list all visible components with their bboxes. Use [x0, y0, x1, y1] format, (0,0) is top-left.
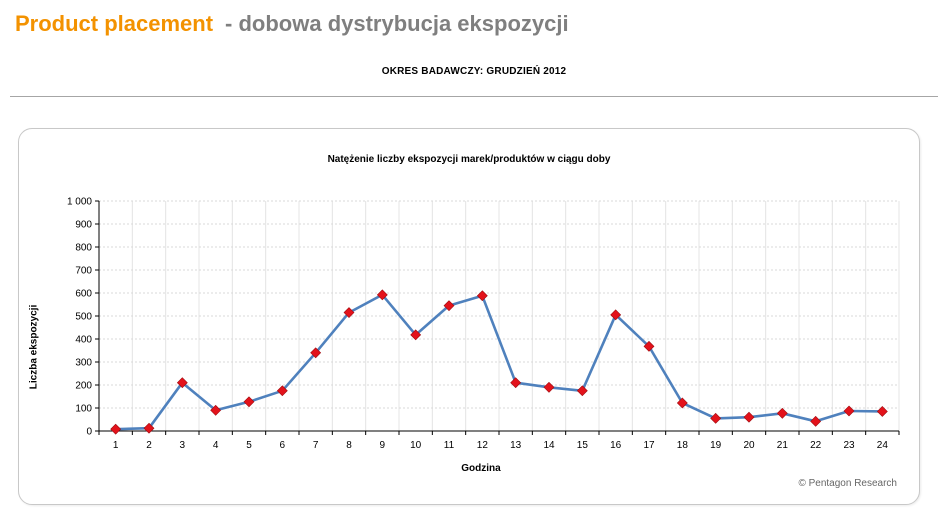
x-tick-label: 23	[843, 440, 855, 451]
x-tick-label: 13	[510, 440, 522, 451]
data-point	[576, 385, 588, 397]
x-tick-label: 19	[710, 440, 722, 451]
x-tick-label: 16	[610, 440, 622, 451]
x-tick-label: 11	[444, 440, 455, 451]
x-tick-label: 21	[777, 440, 789, 451]
data-point	[776, 407, 788, 419]
x-tick-label: 17	[643, 440, 655, 451]
data-point	[676, 397, 688, 409]
y-tick-label: 1 000	[67, 197, 92, 208]
x-tick-label: 2	[146, 440, 152, 451]
x-tick-label: 15	[577, 440, 589, 451]
chart-title: Natężenie liczby ekspozycji marek/produk…	[327, 154, 611, 165]
x-tick-label: 20	[743, 440, 755, 451]
data-point	[343, 307, 355, 318]
data-point	[276, 385, 288, 397]
y-tick-label: 800	[75, 243, 92, 254]
y-tick-label: 200	[75, 381, 92, 392]
data-point	[543, 381, 555, 393]
x-tick-label: 14	[543, 440, 555, 451]
page-title: Product placement - dobowa dystrybucja ek…	[15, 9, 569, 39]
x-tick-label: 9	[380, 440, 386, 451]
y-tick-label: 400	[75, 335, 92, 346]
data-point	[110, 423, 122, 435]
data-point	[743, 411, 755, 423]
y-tick-label: 300	[75, 358, 92, 369]
chart-panel: 0 100 200 300 400 500 600 700 800 900 1 000 1 2 3 4 5 6 7…	[18, 128, 920, 505]
data-point	[710, 412, 722, 424]
research-period: OKRES BADAWCZY: GRUDZIEŃ 2012	[381, 66, 567, 77]
x-tick-label: 12	[477, 440, 489, 451]
x-tick-label: 4	[213, 440, 219, 451]
x-tick-label: 24	[877, 440, 889, 451]
x-axis-label: Godzina	[461, 463, 501, 474]
x-tick-label: 22	[810, 440, 822, 451]
data-point	[143, 422, 155, 434]
data-point	[243, 396, 255, 408]
data-point	[610, 309, 622, 321]
data-point	[476, 290, 488, 302]
data-point	[843, 405, 855, 417]
page-title-rest: - dobowa dystrybucja ekspozycji	[225, 11, 569, 36]
data-point	[210, 404, 222, 416]
y-tick-label: 600	[75, 289, 92, 300]
data-point	[643, 340, 655, 352]
y-tick-label: 500	[75, 312, 92, 323]
y-axis-label: Liczba ekspozycji	[28, 304, 40, 390]
x-tick-label: 5	[246, 440, 252, 451]
y-tick-label: 700	[75, 266, 92, 277]
y-tick-label: 900	[75, 220, 92, 231]
copyright-note: © Pentagon Research	[798, 478, 897, 489]
x-tick-label: 6	[280, 440, 286, 451]
y-tick-label: 100	[75, 404, 92, 415]
y-tick-label: 0	[86, 427, 92, 438]
x-tick-label: 10	[410, 440, 422, 451]
data-point	[810, 415, 822, 427]
data-point	[876, 406, 888, 417]
data-point	[376, 289, 388, 301]
data-point	[443, 300, 455, 312]
x-tick-label: 1	[113, 440, 119, 451]
series-line	[114, 293, 884, 431]
data-point	[176, 377, 188, 389]
header-divider	[10, 96, 938, 97]
x-tick-label: 7	[313, 440, 319, 451]
data-point	[410, 329, 422, 341]
x-tick-label: 18	[677, 440, 689, 451]
page-title-main: Product placement	[15, 11, 214, 36]
data-point	[510, 377, 522, 389]
x-tick-label: 8	[346, 440, 352, 451]
data-point	[310, 347, 322, 359]
x-tick-label: 3	[180, 440, 186, 451]
